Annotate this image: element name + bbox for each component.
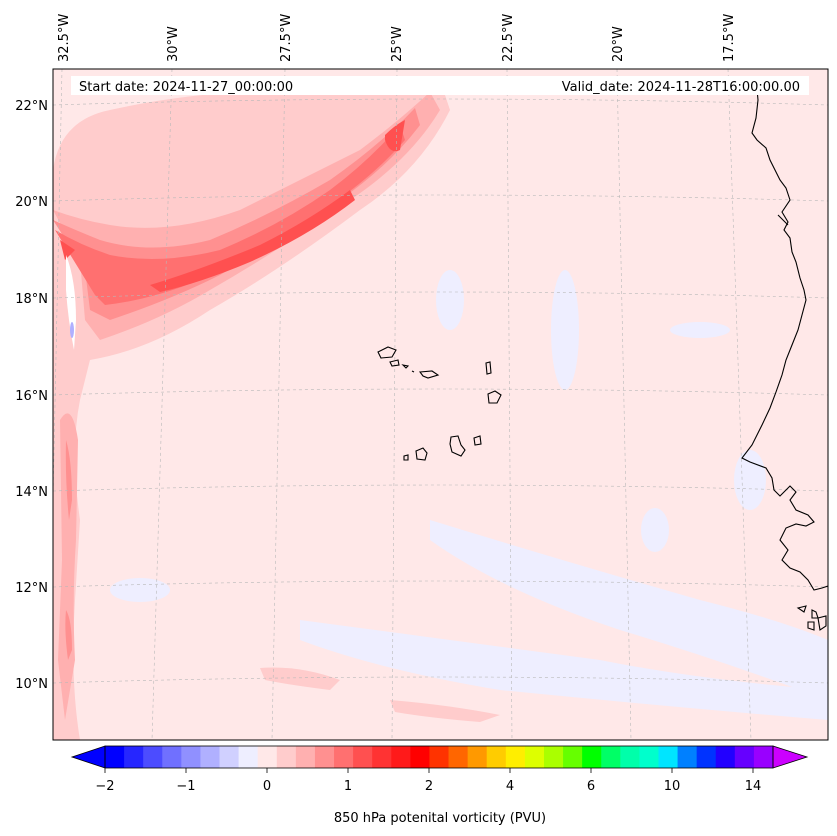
lat-label: 14°N: [15, 485, 48, 500]
start-date-label: Start date: 2024-11-27_00:00:00: [79, 80, 293, 95]
lat-label: 22°N: [15, 99, 48, 114]
colorbar-swatch: [582, 746, 602, 768]
lon-label: 20°W: [611, 26, 626, 62]
colorbar-outline: [104, 745, 774, 769]
lon-label: 17.5°W: [722, 14, 737, 62]
lon-label: 30°W: [166, 26, 181, 62]
colorbar-swatch: [181, 746, 201, 768]
lat-label: 20°N: [15, 195, 48, 210]
colorbar-swatch: [391, 746, 411, 768]
colorbar-swatch: [314, 746, 335, 768]
colorbar-swatch: [696, 746, 717, 768]
colorbar-tick-label: 10: [664, 779, 681, 794]
colorbar-tick-label: 0: [263, 779, 271, 794]
map-panel: [53, 69, 828, 740]
lat-label: 16°N: [15, 389, 48, 404]
colorbar: −2 −1 0 1 2 4 6 10 14 850 hPa potenital …: [70, 745, 809, 826]
lat-label: 12°N: [15, 581, 48, 596]
map-frame: [52, 68, 829, 741]
negative-pv-patches: [62, 118, 828, 720]
positive-pv-filament: [53, 80, 500, 740]
colorbar-swatch: [543, 746, 564, 768]
header-annotations: Start date: 2024-11-27_00:00:00 Valid_da…: [71, 76, 809, 95]
colorbar-tick-label: −2: [95, 779, 114, 794]
colorbar-swatch: [563, 746, 583, 768]
colorbar-tick-label: 14: [745, 779, 762, 794]
cape-verde-islands: [377, 346, 502, 461]
valid-date-label: Valid_date: 2024-11-28T16:00:00.00: [562, 80, 800, 95]
latitude-labels: 22°N 20°N 18°N 16°N 14°N 12°N 10°N: [15, 99, 48, 692]
colorbar-swatch: [601, 746, 621, 768]
lat-label: 18°N: [15, 292, 48, 307]
colorbar-swatch: [276, 746, 297, 768]
colorbar-tick-label: 4: [506, 779, 514, 794]
longitude-labels: 32.5°W 30°W 27.5°W 25°W 22.5°W 20°W 17.5…: [57, 14, 737, 62]
colorbar-ticks: [104, 768, 754, 773]
african-coastline: [741, 77, 828, 631]
colorbar-extend-max: [772, 745, 809, 769]
colorbar-swatch: [620, 746, 640, 768]
colorbar-swatch: [334, 746, 354, 768]
colorbar-swatch: [219, 746, 239, 768]
colorbar-swatch: [143, 746, 163, 768]
colorbar-swatch: [715, 746, 736, 768]
lat-label: 10°N: [15, 677, 48, 692]
colorbar-swatch: [372, 746, 392, 768]
colorbar-swatch: [486, 746, 507, 768]
colorbar-swatch: [200, 746, 220, 768]
colorbar-swatch: [353, 746, 373, 768]
colorbar-extend-min: [70, 745, 106, 769]
colorbar-swatch: [639, 746, 659, 768]
lon-label: 25°W: [390, 26, 405, 62]
colorbar-swatch: [105, 746, 125, 768]
colorbar-swatch: [238, 746, 259, 768]
colorbar-swatch: [162, 746, 182, 768]
colorbar-tick-labels: −2 −1 0 1 2 4 6 10 14: [95, 779, 761, 794]
colorbar-swatch: [734, 746, 755, 768]
colorbar-swatch: [448, 746, 469, 768]
header-background: [71, 76, 809, 95]
lon-label: 32.5°W: [57, 14, 72, 62]
colorbar-tick-label: −1: [176, 779, 195, 794]
colorbar-swatch: [505, 746, 526, 768]
graticule: [53, 69, 828, 740]
colorbar-swatch: [524, 746, 545, 768]
colorbar-tick-label: 1: [344, 779, 352, 794]
lon-label: 22.5°W: [501, 14, 516, 62]
colorbar-swatch: [410, 746, 430, 768]
colorbar-swatch: [295, 746, 316, 768]
colorbar-swatch: [658, 746, 678, 768]
colorbar-swatch: [429, 746, 449, 768]
colorbar-tick-label: 2: [425, 779, 433, 794]
colorbar-swatches: [105, 746, 774, 768]
colorbar-title: 850 hPa potenital vorticity (PVU): [334, 811, 546, 826]
colorbar-swatch: [753, 746, 774, 768]
colorbar-swatch: [467, 746, 488, 768]
colorbar-tick-label: 6: [587, 779, 595, 794]
colorbar-swatch: [257, 746, 278, 768]
colorbar-swatch: [677, 746, 698, 768]
colorbar-swatch: [124, 746, 144, 768]
lon-label: 27.5°W: [279, 14, 294, 62]
